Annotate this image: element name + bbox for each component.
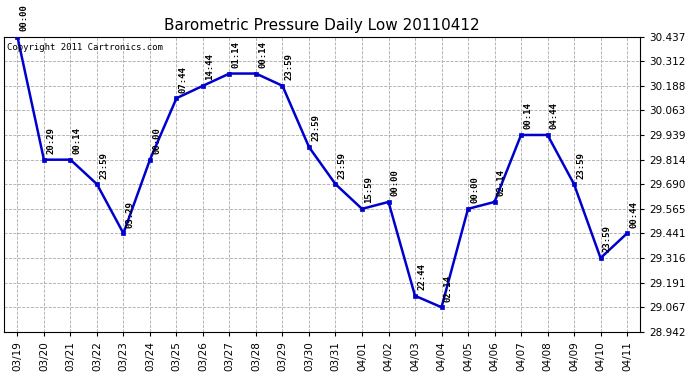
Text: 14:44: 14:44	[206, 53, 215, 80]
Text: 22:44: 22:44	[417, 263, 426, 290]
Text: 00:14: 00:14	[259, 41, 268, 68]
Text: 20:29: 20:29	[46, 127, 55, 154]
Text: 23:59: 23:59	[311, 115, 320, 141]
Text: 23:59: 23:59	[338, 152, 347, 178]
Text: 04:44: 04:44	[550, 102, 559, 129]
Text: 00:00: 00:00	[20, 4, 29, 31]
Text: 02:14: 02:14	[497, 170, 506, 196]
Text: 00:44: 00:44	[629, 201, 638, 228]
Text: 02:14: 02:14	[444, 275, 453, 302]
Text: 23:59: 23:59	[576, 152, 586, 178]
Title: Barometric Pressure Daily Low 20110412: Barometric Pressure Daily Low 20110412	[164, 18, 480, 33]
Text: 23:59: 23:59	[603, 226, 612, 252]
Text: 07:44: 07:44	[179, 66, 188, 93]
Text: 03:29: 03:29	[126, 201, 135, 228]
Text: 00:00: 00:00	[152, 127, 161, 154]
Text: 00:00: 00:00	[391, 170, 400, 196]
Text: 00:00: 00:00	[471, 176, 480, 203]
Text: Copyright 2011 Cartronics.com: Copyright 2011 Cartronics.com	[8, 42, 164, 51]
Text: 15:59: 15:59	[364, 176, 373, 203]
Text: 00:14: 00:14	[524, 102, 533, 129]
Text: 23:59: 23:59	[99, 152, 108, 178]
Text: 23:59: 23:59	[285, 53, 294, 80]
Text: 00:14: 00:14	[73, 127, 82, 154]
Text: 01:14: 01:14	[232, 41, 241, 68]
